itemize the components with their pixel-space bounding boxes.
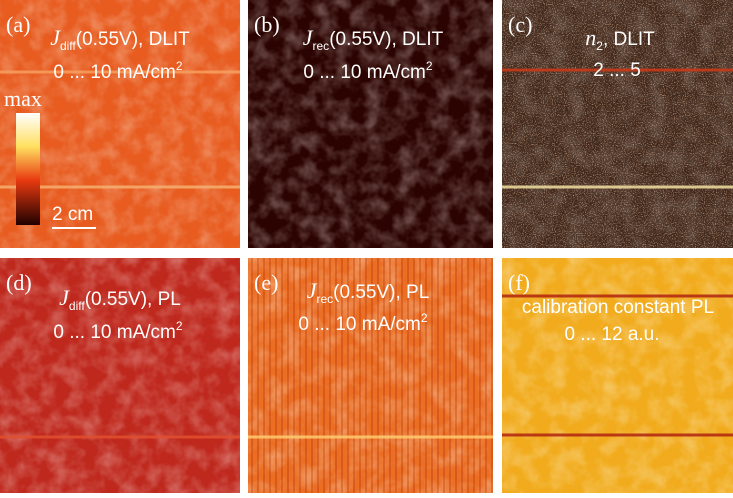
title-text: , DLIT bbox=[603, 29, 655, 50]
panel-label: (c) bbox=[508, 12, 532, 37]
panel-label: (a) bbox=[6, 12, 30, 37]
panel: (c) n2, DLIT 2 ... 5 bbox=[502, 0, 733, 248]
texture-tint bbox=[502, 258, 733, 493]
title-text: (0.55V), PL bbox=[85, 289, 181, 310]
panel-range: 0 ... 12 a.u. bbox=[564, 324, 659, 345]
title-text: (0.55V), DLIT bbox=[76, 29, 190, 50]
range-text: 0 ... 10 mA/cm bbox=[53, 322, 175, 343]
panel-label: (d) bbox=[6, 270, 32, 295]
panel-label: (b) bbox=[254, 12, 280, 37]
subscript: diff bbox=[69, 299, 85, 313]
range-text: 0 ... 10 mA/cm bbox=[303, 62, 425, 83]
figure: (a)Jdiff(0.55V), DLIT0 ... 10 mA/cm2(b)J… bbox=[0, 0, 733, 493]
colorbar-max: max bbox=[4, 86, 42, 111]
range-text: 0 ... 12 a.u. bbox=[564, 324, 659, 345]
panel: (e)Jrec(0.55V), PL0 ... 10 mA/cm2 bbox=[248, 258, 493, 493]
symbol: n bbox=[585, 25, 596, 50]
title-text: calibration constant PL bbox=[522, 297, 714, 318]
range-sup: 2 bbox=[426, 59, 433, 73]
range-text: 0 ... 10 mA/cm bbox=[53, 62, 175, 83]
panel-label: (f) bbox=[508, 270, 530, 295]
subscript: rec bbox=[316, 292, 333, 306]
range-sup: 2 bbox=[421, 311, 428, 325]
panel-range: 0 ... 10 mA/cm2 bbox=[53, 319, 182, 343]
panel-range: 2 ... 5 bbox=[593, 60, 641, 81]
panel-title: calibration constant PL bbox=[522, 297, 714, 318]
panel-range: 0 ... 10 mA/cm2 bbox=[303, 59, 432, 83]
panel-label: (e) bbox=[254, 270, 278, 295]
panel: (d)Jdiff(0.55V), PL0 ... 10 mA/cm2 bbox=[0, 258, 240, 493]
range-sup: 2 bbox=[176, 319, 183, 333]
colorbar bbox=[16, 113, 40, 225]
range-sup: 2 bbox=[176, 59, 183, 73]
title-text: (0.55V), PL bbox=[333, 282, 429, 303]
panel: (f)calibration constant PL 0 ... 12 a.u. bbox=[502, 258, 733, 493]
title-text: (0.55V), DLIT bbox=[329, 29, 443, 50]
scale-bar-label: 2 cm bbox=[52, 204, 93, 225]
subscript: diff bbox=[60, 39, 76, 53]
subscript: rec bbox=[313, 39, 330, 53]
panel-range: 0 ... 10 mA/cm2 bbox=[298, 311, 427, 335]
panel-range: 0 ... 10 mA/cm2 bbox=[53, 59, 182, 83]
panel-title: n2, DLIT bbox=[585, 25, 655, 53]
range-text: 2 ... 5 bbox=[593, 60, 641, 81]
range-text: 0 ... 10 mA/cm bbox=[298, 314, 420, 335]
